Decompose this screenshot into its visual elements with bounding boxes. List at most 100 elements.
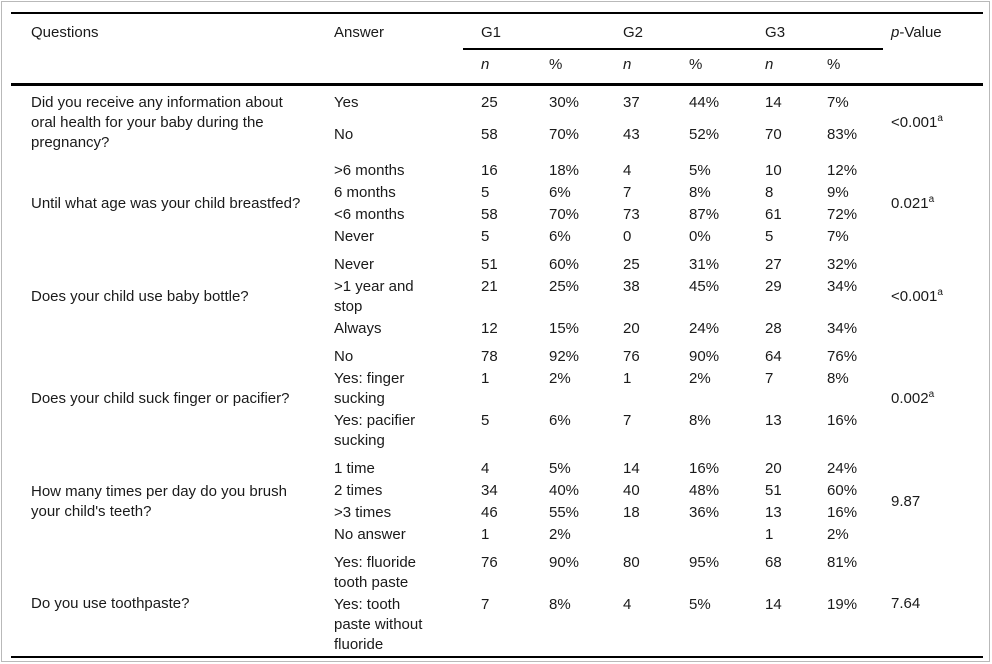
g1-n-cell: 1 xyxy=(481,526,490,543)
col-header-p-value: p-Value xyxy=(883,13,984,86)
g2-percent-cell: 5% xyxy=(689,162,711,179)
g3-percent-cell: 16% xyxy=(827,412,858,429)
g2-n-cell: 80 xyxy=(623,554,640,571)
g3-n-cell: 1 xyxy=(765,526,774,543)
g2-n-cell: 18 xyxy=(623,504,640,521)
g3-percent-cell: 34% xyxy=(827,278,858,295)
g3-percent-cell: 76% xyxy=(827,348,858,365)
g2-percent-cell: 2% xyxy=(689,370,711,387)
g2-n-cell: 7 xyxy=(623,412,632,429)
footnote-marker: a xyxy=(937,287,943,298)
g3-percent-cell: 32% xyxy=(827,256,858,273)
g1-percent-cell: 90% xyxy=(549,554,580,571)
g2-n-cell: 25 xyxy=(623,256,640,273)
g1-n-cell: 5 xyxy=(481,412,490,429)
col-header-g1-pct: % xyxy=(531,49,606,86)
g2-percent-cell: 5% xyxy=(689,596,711,613)
g2-percent-cell: 0% xyxy=(689,228,711,245)
p-value-cell: 0.002a xyxy=(891,389,935,408)
g3-percent-cell: 16% xyxy=(827,504,858,521)
g2-percent-cell: 44% xyxy=(689,94,720,111)
answer-cell: <6 months xyxy=(334,206,405,223)
g1-n-cell: 51 xyxy=(481,256,498,273)
g3-percent-cell: 34% xyxy=(827,320,858,337)
g2-n-cell: 43 xyxy=(623,126,640,144)
g1-percent-cell: 6% xyxy=(549,184,571,201)
g2-percent-cell: 48% xyxy=(689,482,720,499)
answer-cell: No xyxy=(334,348,354,365)
g2-percent-cell: 8% xyxy=(689,412,711,429)
col-header-questions: Questions xyxy=(11,13,316,86)
answer-cell: 1 time xyxy=(334,460,375,477)
table-row: Yes: tooth paste without fluoride 7 8% 4 5% 1… xyxy=(11,594,983,657)
g1-percent-cell: 6% xyxy=(549,412,571,429)
g1-n-cell: 12 xyxy=(481,320,498,337)
g2-percent-cell: 31% xyxy=(689,256,720,273)
answer-cell: >1 year and stop xyxy=(334,278,414,315)
g3-percent-cell: 60% xyxy=(827,482,858,499)
g1-n-cell: 4 xyxy=(481,460,490,477)
p-value-cell: <0.001a xyxy=(891,287,943,306)
col-header-answer: Answer xyxy=(316,13,463,86)
question-cell: Did you receive any information about or… xyxy=(31,94,283,151)
g3-percent-cell: 83% xyxy=(827,126,858,144)
g1-n-cell: 7 xyxy=(481,596,490,613)
g3-percent-cell: 7% xyxy=(827,228,849,245)
answer-cell: Never xyxy=(334,228,375,245)
answer-cell: Yes xyxy=(334,94,359,111)
table-row: Always 12 15% 20 24% 28 34% xyxy=(11,318,983,340)
g1-percent-cell: 15% xyxy=(549,320,580,337)
col-header-g2-n: n xyxy=(605,49,672,86)
g2-n-cell: 37 xyxy=(623,94,640,111)
g3-n-cell: 70 xyxy=(765,126,782,144)
g2-n-cell: 1 xyxy=(623,370,632,387)
table-row: How many times per day do you brush your… xyxy=(11,458,983,520)
g2-n-cell: 7 xyxy=(623,184,632,201)
g2-percent-cell: 45% xyxy=(689,278,720,295)
col-header-g1: G1 xyxy=(463,13,606,50)
g2-percent-cell: 24% xyxy=(689,320,720,337)
g1-percent-cell: 70% xyxy=(549,126,580,144)
group-header-row: Questions Answer G1 G2 G3 p-Value xyxy=(11,13,984,86)
g1-n-cell: 16 xyxy=(481,162,498,179)
g3-n-cell: 51 xyxy=(765,482,782,499)
answer-cell: 2 times xyxy=(334,482,383,499)
table-row: Never 5 6% 0 0% 5 7% xyxy=(11,226,983,248)
answer-cell: Always xyxy=(334,320,382,337)
question-cell: Does your child suck finger or pacifier? xyxy=(31,390,290,407)
col-header-g3-n: n xyxy=(747,49,810,86)
table-row: Did you receive any information about or… xyxy=(11,85,983,151)
answer-cell: Yes: fluoride tooth paste xyxy=(334,554,417,591)
g1-n-cell: 58 xyxy=(481,206,498,223)
sub-header-row: n % n % n % xyxy=(11,49,983,86)
table-row: >1 year and stop 21 25% 38 45% 29 34% xyxy=(11,276,983,318)
g3-n-cell: 14 xyxy=(765,94,782,111)
g2-n-cell: 40 xyxy=(623,482,640,499)
p-value-suffix: -Value xyxy=(899,24,942,41)
g1-percent-cell: 8% xyxy=(549,596,571,613)
answer-cell: Never xyxy=(334,256,375,273)
question-cell: Until what age was your child breastfed? xyxy=(31,195,301,212)
p-value-cell: 7.64 xyxy=(891,595,921,612)
table-body: Did you receive any information about or… xyxy=(11,85,983,658)
g2-n-cell: 38 xyxy=(623,278,640,295)
g2-percent-cell: 52% xyxy=(689,126,720,144)
g3-n-cell: 14 xyxy=(765,596,782,613)
g1-n-cell: 25 xyxy=(481,94,498,111)
g3-n-cell: 29 xyxy=(765,278,782,295)
g3-n-cell: 13 xyxy=(765,412,782,429)
table-row: <6 months 58 70% 73 87% 61 72% xyxy=(11,204,983,226)
footnote-marker: a xyxy=(928,194,935,205)
g2-percent-cell: 87% xyxy=(689,206,720,223)
g1-n-cell: 34 xyxy=(481,482,498,499)
p-value-cell: 9.87 xyxy=(891,493,921,510)
table-row: 6 months 5 6% 7 8% 8 9% xyxy=(11,182,983,204)
g2-n-cell xyxy=(605,524,671,546)
answer-cell: Yes: pacifier sucking xyxy=(334,412,416,449)
g2-n-cell: 20 xyxy=(623,320,640,337)
g1-n-cell: 76 xyxy=(481,554,498,571)
question-cell: How many times per day do you brush your… xyxy=(31,483,287,520)
g3-percent-cell: 2% xyxy=(827,526,849,543)
answer-cell: No answer xyxy=(334,526,406,543)
g1-n-cell: 46 xyxy=(481,504,498,521)
